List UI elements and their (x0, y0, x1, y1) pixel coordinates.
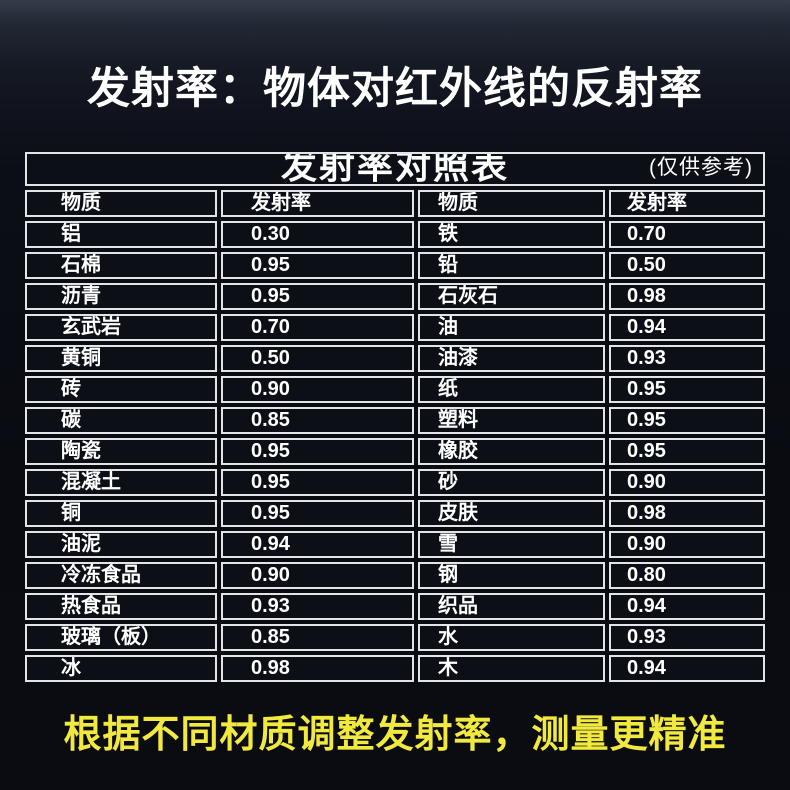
emissivity-cell: 0.80 (608, 562, 765, 589)
material-cell: 热食品 (24, 593, 217, 620)
material-cell: 砖 (24, 376, 217, 403)
table-row: 陶瓷 0.95 橡胶 0.95 (24, 438, 765, 465)
material-cell: 雪 (417, 531, 605, 558)
emissivity-cell: 0.85 (220, 407, 414, 434)
emissivity-cell: 0.94 (608, 314, 765, 341)
material-cell: 玻璃（板） (24, 624, 217, 651)
material-cell: 油泥 (24, 531, 217, 558)
material-cell: 织品 (417, 593, 605, 620)
emissivity-cell: 0.93 (220, 593, 414, 620)
page-title: 发射率：物体对红外线的反射率 (87, 65, 703, 113)
table-row: 热食品 0.93 织品 0.94 (24, 593, 765, 620)
material-cell: 石灰石 (417, 283, 605, 310)
emissivity-cell: 0.95 (220, 500, 414, 527)
material-cell: 冷冻食品 (24, 562, 217, 589)
reference-note: (仅供参考) (649, 156, 753, 179)
table-row: 碳 0.85 塑料 0.95 (24, 407, 765, 434)
emissivity-cell: 0.90 (608, 469, 765, 496)
column-header-emissivity-2: 发射率 (608, 190, 765, 217)
material-cell: 冰 (24, 655, 217, 682)
emissivity-cell: 0.70 (608, 221, 765, 248)
emissivity-cell: 0.95 (220, 469, 414, 496)
emissivity-cell: 0.90 (220, 562, 414, 589)
material-cell: 纸 (417, 376, 605, 403)
emissivity-table: 发射率对照表 (仅供参考) 物质 发射率 物质 发射率 铝 0.30 铁 0.70 石棉… (21, 148, 769, 686)
material-cell: 油 (417, 314, 605, 341)
material-cell: 铜 (24, 500, 217, 527)
material-cell: 石棉 (24, 252, 217, 279)
emissivity-cell: 0.50 (608, 252, 765, 279)
emissivity-cell: 0.98 (608, 500, 765, 527)
emissivity-cell: 0.95 (608, 407, 765, 434)
emissivity-cell: 0.95 (608, 438, 765, 465)
emissivity-cell: 0.95 (608, 376, 765, 403)
emissivity-cell: 0.90 (220, 376, 414, 403)
material-cell: 橡胶 (417, 438, 605, 465)
material-cell: 黄铜 (24, 345, 217, 372)
material-cell: 皮肤 (417, 500, 605, 527)
material-cell: 沥青 (24, 283, 217, 310)
emissivity-cell: 0.98 (220, 655, 414, 682)
table-row: 黄铜 0.50 油漆 0.93 (24, 345, 765, 372)
material-cell: 混凝土 (24, 469, 217, 496)
emissivity-cell: 0.70 (220, 314, 414, 341)
material-cell: 水 (417, 624, 605, 651)
table-row: 混凝土 0.95 砂 0.90 (24, 469, 765, 496)
table-row: 石棉 0.95 铅 0.50 (24, 252, 765, 279)
table-header-row: 物质 发射率 物质 发射率 (24, 190, 765, 217)
emissivity-cell: 0.90 (608, 531, 765, 558)
emissivity-cell: 0.85 (220, 624, 414, 651)
column-header-material-2: 物质 (417, 190, 605, 217)
table-row: 玻璃（板） 0.85 水 0.93 (24, 624, 765, 651)
material-cell: 陶瓷 (24, 438, 217, 465)
table-title-cell: 发射率对照表 (仅供参考) (24, 152, 765, 186)
table-row: 砖 0.90 纸 0.95 (24, 376, 765, 403)
material-cell: 塑料 (417, 407, 605, 434)
emissivity-cell: 0.94 (608, 655, 765, 682)
material-cell: 砂 (417, 469, 605, 496)
emissivity-cell: 0.95 (220, 283, 414, 310)
emissivity-cell: 0.93 (608, 345, 765, 372)
table-body: 铝 0.30 铁 0.70 石棉 0.95 铅 0.50 沥青 0.95 石灰石 0.98 玄武岩 0.7… (24, 221, 765, 682)
emissivity-cell: 0.95 (220, 438, 414, 465)
emissivity-cell: 0.98 (608, 283, 765, 310)
emissivity-cell: 0.94 (220, 531, 414, 558)
material-cell: 油漆 (417, 345, 605, 372)
footer-note: 根据不同材质调整发射率，测量更精准 (63, 714, 727, 756)
table-row: 铜 0.95 皮肤 0.98 (24, 500, 765, 527)
emissivity-cell: 0.94 (608, 593, 765, 620)
column-header-emissivity-1: 发射率 (220, 190, 414, 217)
table-row: 油泥 0.94 雪 0.90 (24, 531, 765, 558)
column-header-material-1: 物质 (24, 190, 217, 217)
emissivity-cell: 0.95 (220, 252, 414, 279)
table-row: 冰 0.98 木 0.94 (24, 655, 765, 682)
emissivity-cell: 0.30 (220, 221, 414, 248)
table-row: 铝 0.30 铁 0.70 (24, 221, 765, 248)
material-cell: 铝 (24, 221, 217, 248)
material-cell: 钢 (417, 562, 605, 589)
emissivity-cell: 0.50 (220, 345, 414, 372)
table-title-row: 发射率对照表 (仅供参考) (24, 152, 765, 186)
table-row: 玄武岩 0.70 油 0.94 (24, 314, 765, 341)
table-title: 发射率对照表 (280, 152, 509, 186)
material-cell: 木 (417, 655, 605, 682)
material-cell: 铅 (417, 252, 605, 279)
emissivity-cell: 0.93 (608, 624, 765, 651)
material-cell: 铁 (417, 221, 605, 248)
table-row: 沥青 0.95 石灰石 0.98 (24, 283, 765, 310)
material-cell: 碳 (24, 407, 217, 434)
table-row: 冷冻食品 0.90 钢 0.80 (24, 562, 765, 589)
material-cell: 玄武岩 (24, 314, 217, 341)
